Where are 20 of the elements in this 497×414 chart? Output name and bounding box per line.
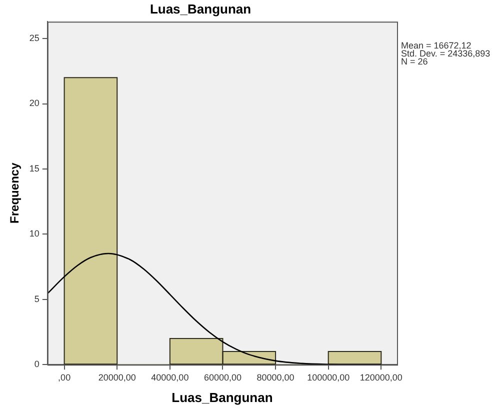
y-tick-label: 20 bbox=[29, 98, 40, 108]
x-tick-label: 40000,00 bbox=[151, 372, 189, 382]
y-tick-label: 10 bbox=[29, 228, 40, 239]
line-series bbox=[47, 252, 382, 365]
x-tick-label: 60000,00 bbox=[204, 372, 242, 382]
x-tick-label: 100000,00 bbox=[307, 372, 350, 382]
y-tick-label: 0 bbox=[34, 359, 40, 370]
x-tick-label: 20000,00 bbox=[98, 372, 136, 382]
x-tick-label: 80000,00 bbox=[256, 372, 294, 382]
text: Mean = 16672,12 bbox=[401, 40, 472, 51]
x-tick-label: 120000,00 bbox=[360, 372, 402, 382]
text: Std. Dev. = 24336,893 bbox=[401, 48, 490, 59]
y-tick-label: 5 bbox=[34, 294, 40, 304]
y-tick-label: 15 bbox=[29, 163, 40, 174]
x-axis-title: Luas_Bangunan bbox=[172, 390, 273, 405]
chart-title: Luas_Bangunan bbox=[150, 1, 252, 16]
y-tick-label: 25 bbox=[29, 33, 40, 44]
x-tick-label: ,00 bbox=[58, 372, 71, 382]
y-axis-title: Frequency bbox=[8, 162, 22, 224]
text: N = 26 bbox=[401, 56, 428, 67]
